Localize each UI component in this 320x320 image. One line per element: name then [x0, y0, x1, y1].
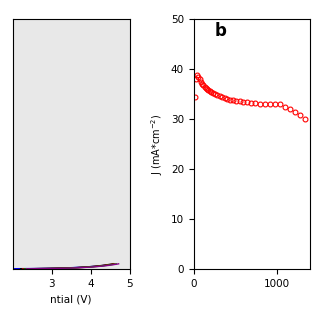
Text: b: b	[215, 22, 227, 40]
Y-axis label: J (mA*cm$^{-2}$): J (mA*cm$^{-2}$)	[149, 113, 165, 175]
X-axis label: ntial (V): ntial (V)	[51, 294, 92, 304]
